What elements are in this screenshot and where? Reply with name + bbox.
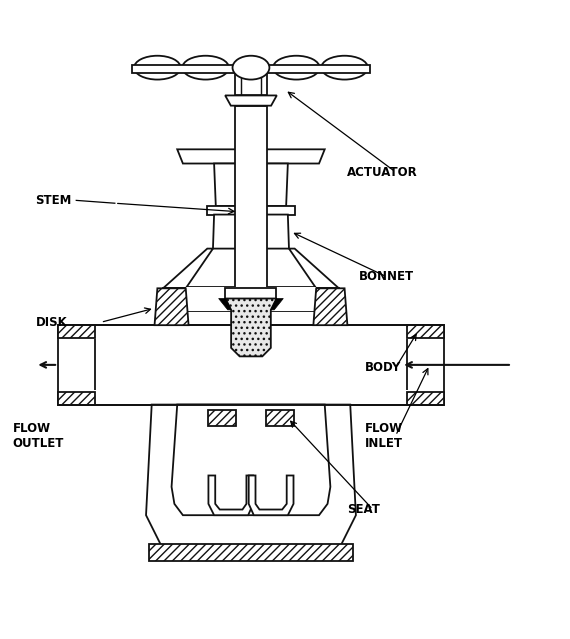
Polygon shape [146, 404, 356, 550]
Bar [132, 65, 235, 73]
Bar [267, 65, 370, 73]
Ellipse shape [321, 56, 368, 80]
Polygon shape [172, 404, 331, 515]
Polygon shape [154, 288, 189, 325]
Text: FLOW
INLET: FLOW INLET [364, 422, 402, 450]
Polygon shape [163, 288, 339, 311]
Bar [209, 410, 235, 426]
Ellipse shape [134, 56, 181, 80]
Bar [58, 392, 95, 404]
Polygon shape [249, 475, 294, 515]
Text: DISK: DISK [35, 316, 67, 329]
Ellipse shape [273, 56, 320, 80]
Bar [235, 105, 267, 288]
Polygon shape [225, 95, 277, 105]
Bar [407, 392, 444, 404]
Bar [58, 325, 95, 337]
Bar [266, 410, 294, 426]
Bar [149, 544, 353, 560]
Ellipse shape [233, 56, 270, 80]
Text: STEM: STEM [35, 194, 72, 207]
Polygon shape [314, 288, 347, 325]
Polygon shape [226, 298, 276, 357]
Polygon shape [207, 206, 295, 215]
Bar [58, 325, 444, 404]
Text: BONNET: BONNET [359, 270, 414, 284]
Polygon shape [177, 150, 325, 164]
Bar [95, 339, 407, 390]
Polygon shape [186, 287, 316, 311]
Text: FLOW
OUTLET: FLOW OUTLET [13, 422, 64, 450]
Polygon shape [209, 475, 253, 515]
Ellipse shape [182, 56, 229, 80]
Bar [407, 325, 444, 337]
Text: SEAT: SEAT [347, 503, 380, 516]
Polygon shape [271, 298, 283, 310]
Polygon shape [289, 249, 339, 288]
Polygon shape [163, 249, 213, 288]
Polygon shape [214, 164, 288, 206]
Polygon shape [219, 298, 231, 310]
Bar [235, 67, 267, 95]
Text: ACTUATOR: ACTUATOR [347, 166, 418, 178]
Polygon shape [213, 215, 289, 249]
Bar [226, 288, 276, 298]
Text: BODY: BODY [364, 361, 401, 374]
